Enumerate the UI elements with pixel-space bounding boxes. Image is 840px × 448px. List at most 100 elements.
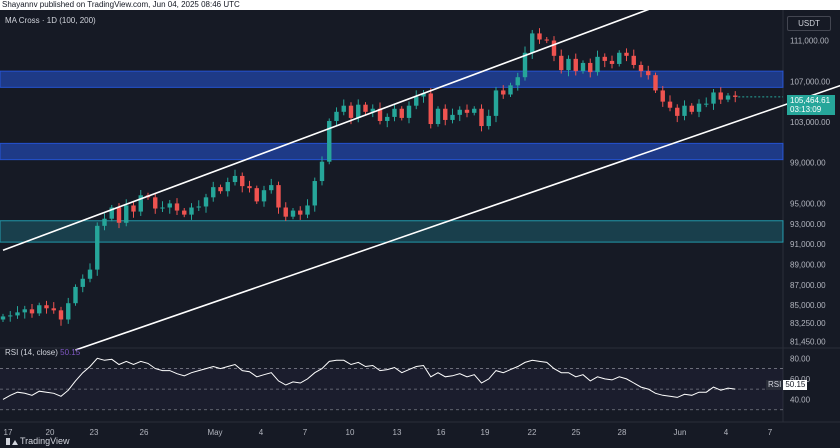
candle-body [544, 39, 549, 41]
candle-body [733, 95, 738, 97]
candle-body [638, 64, 644, 72]
candle-body [421, 93, 426, 97]
time-tick-label: 20 [46, 428, 55, 437]
time-tick-label: 10 [346, 428, 355, 437]
candle-body [617, 52, 622, 64]
candle-body [675, 107, 680, 116]
candle-body [189, 207, 194, 215]
candle-body [363, 104, 368, 112]
bar-countdown: 03:13:09 [790, 105, 822, 114]
tradingview-logo-icon [6, 438, 18, 446]
price-tick-label: 87,000.00 [790, 281, 826, 290]
rsi-axis-tag: RSI 50.15 [766, 380, 820, 390]
candle-body [704, 103, 709, 105]
channel-upper-line[interactable] [2, 10, 721, 252]
indicator-legend[interactable]: MA Cross · 1D (100, 200) [5, 16, 96, 25]
candle-body [399, 108, 404, 118]
candle-body [667, 101, 673, 108]
candle-body [261, 190, 267, 202]
price-tick-label: 95,000.00 [790, 199, 826, 208]
currency-button[interactable]: USDT [787, 16, 831, 31]
candle-body [102, 218, 107, 226]
last-price-tag: 105,464.61 03:13:09 [787, 95, 835, 115]
candle-body [631, 55, 636, 65]
candle-body [232, 175, 238, 183]
mid-support-zone[interactable] [0, 142, 784, 161]
candle-body [508, 85, 513, 95]
candle-body [240, 175, 245, 187]
candle-body [283, 207, 288, 217]
candle-body [530, 33, 535, 53]
time-tick-label: 28 [618, 428, 627, 437]
candle-body [406, 105, 412, 118]
candle-body [341, 105, 346, 112]
candle-body [254, 188, 259, 202]
candle-body [269, 185, 274, 191]
publish-header: Shayannv published on TradingView.com, J… [0, 0, 840, 10]
rsi-tick-label: 80.00 [790, 354, 811, 363]
rsi-pane[interactable]: 80.00 60.00 40.00 [0, 354, 811, 411]
candle-body [711, 92, 716, 104]
rsi-label: RSI (14, close) [5, 348, 58, 357]
time-tick-label: 4 [259, 428, 264, 437]
candle-body [595, 56, 600, 73]
price-tick-label: 83,250.00 [790, 319, 826, 328]
brand-name: TradingView [20, 436, 70, 446]
time-tick-label: 26 [140, 428, 149, 437]
chart-canvas[interactable]: 111,000.00 107,000.00 103,000.00 99,000.00 9… [0, 10, 840, 448]
time-tick-label: 4 [724, 428, 729, 437]
channel-lower-line[interactable] [75, 52, 840, 351]
candle-body [8, 315, 13, 317]
candle-body [356, 104, 361, 118]
candle-body [689, 105, 694, 112]
candle-body [443, 108, 448, 120]
candle-body [211, 187, 216, 198]
price-tick-label: 91,000.00 [790, 240, 826, 249]
candle-body [428, 93, 433, 125]
time-tick-label: May [207, 428, 222, 437]
candle-body [566, 58, 571, 71]
candle-body [138, 195, 143, 212]
candle-body [515, 77, 520, 86]
rsi-tick-label: 40.00 [790, 395, 811, 404]
candle-body [131, 205, 136, 212]
candle-body [305, 205, 310, 215]
time-tick-label: 7 [768, 428, 773, 437]
upper-resistance-zone[interactable] [0, 70, 784, 88]
candle-body [653, 75, 658, 91]
rsi-legend[interactable]: RSI (14, close) 50.15 [5, 348, 80, 357]
rsi-tag-label: RSI [766, 380, 784, 390]
time-tick-label: 23 [90, 428, 99, 437]
publisher-line: Shayannv published on TradingView.com, J… [2, 0, 240, 9]
price-tick-label: 99,000.00 [790, 159, 826, 168]
candle-body [73, 286, 78, 304]
lower-support-zone[interactable] [0, 220, 784, 243]
candle-body [44, 305, 49, 309]
candle-body [472, 108, 477, 113]
candle-body [80, 278, 85, 287]
time-tick-label: 17 [4, 428, 13, 437]
candle-body [348, 105, 354, 118]
time-tick-label: 13 [393, 428, 402, 437]
candle-body [486, 115, 491, 127]
chart-area[interactable]: 111,000.00 107,000.00 103,000.00 99,000.00 9… [0, 10, 840, 448]
candle-body [450, 114, 455, 120]
time-tick-label: 22 [528, 428, 537, 437]
candle-body [646, 71, 651, 76]
last-price-value: 105,464.61 [790, 96, 831, 105]
candle-body [493, 90, 499, 116]
tradingview-brand[interactable]: TradingView [6, 436, 70, 446]
candle-body [22, 309, 27, 313]
candle-body [588, 62, 593, 73]
rsi-line [2, 357, 736, 400]
candle-body [218, 187, 223, 192]
candle-body [319, 161, 325, 182]
price-tick-label: 93,000.00 [790, 220, 826, 229]
time-tick-label: Jun [674, 428, 687, 437]
candle-body [167, 203, 172, 208]
candle-body [573, 58, 578, 72]
candle-body [225, 182, 230, 192]
candle-body [276, 185, 281, 208]
candle-body [174, 203, 180, 211]
candle-body [682, 105, 687, 116]
